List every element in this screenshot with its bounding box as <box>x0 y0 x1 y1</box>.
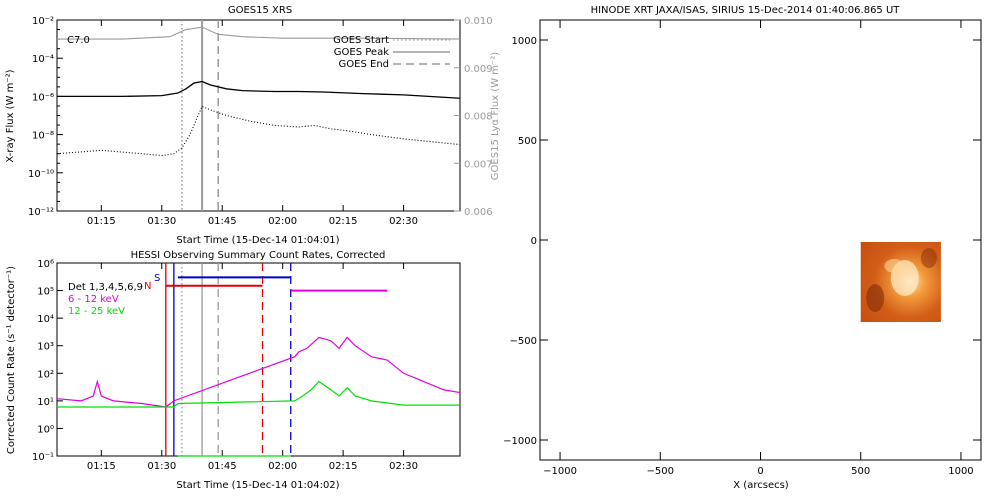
hessi-legend-6-12kev: 6 - 12 keV <box>68 294 119 305</box>
hessi-y-axis: 10⁻¹ 10⁰ 10¹ 10² 10³ 10⁴ 10⁵ 10⁶ <box>32 259 63 463</box>
goes-series-solid-black <box>57 80 461 99</box>
goes-y2-axis-label: GOES15 Lyα Flux (W m⁻²) <box>490 52 501 180</box>
hessi-x-tick-label: 02:00 <box>268 461 297 472</box>
xrt-y-tick-label: 500 <box>518 136 537 147</box>
hessi-x-tick-label: 02:30 <box>389 461 418 472</box>
xrt-x-tick-label: 0 <box>757 466 763 477</box>
xrt-panel: HINODE XRT JAXA/ISAS, SIRIUS 15-Dec-2014… <box>503 5 982 491</box>
hessi-y-tick-label: 10⁴ <box>37 314 54 325</box>
hessi-y-axis-label: Corrected Count Rate (s⁻¹ detector⁻¹) <box>6 266 17 454</box>
goes-y-axis: 10⁻¹² 10⁻¹⁰ 10⁻⁸ 10⁻⁶ 10⁻⁴ 10⁻² <box>28 16 63 218</box>
goes-legend: GOES Start GOES Peak GOES End <box>333 35 450 70</box>
hessi-y-tick-label: 10⁻¹ <box>32 452 54 463</box>
hessi-flag-n-label: N <box>144 281 151 292</box>
hessi-x-tick-label: 02:15 <box>329 461 358 472</box>
hessi-x-tick-label: 01:15 <box>87 461 116 472</box>
hessi-y-tick-label: 10⁵ <box>37 287 54 298</box>
hessi-x-tick-label: 01:30 <box>147 461 176 472</box>
goes-flare-class-annotation: C7.0 <box>67 35 90 46</box>
goes-x-axis-label: Start Time (15-Dec-14 01:04:01) <box>176 235 339 246</box>
xrt-bright-loop <box>884 259 905 273</box>
hessi-x-axis: 01:15 01:30 01:45 02:00 02:15 02:30 <box>87 263 418 472</box>
goes-legend-start-label: GOES Start <box>333 35 389 46</box>
goes-y-tick-label: 10⁻¹⁰ <box>28 169 54 180</box>
goes-series-group <box>56 26 461 157</box>
xrt-plot-frame <box>539 19 982 461</box>
xrt-title: HINODE XRT JAXA/ISAS, SIRIUS 15-Dec-2014… <box>591 5 901 16</box>
xrt-x-tick-label: 500 <box>851 466 870 477</box>
goes-x-tick-label: 02:15 <box>329 216 358 227</box>
goes-y2-axis: 0.006 0.007 0.008 0.009 0.010 <box>454 16 493 218</box>
hessi-y-tick-label: 10⁰ <box>37 424 54 435</box>
xrt-x-axis: −1000 −500 0 500 1000 <box>543 20 974 477</box>
goes-y2-tick-label: 0.010 <box>464 16 493 27</box>
goes-event-markers <box>181 20 219 211</box>
goes-y-axis-label: X-ray Flux (W m⁻²) <box>5 69 16 162</box>
goes-y2-tick-label: 0.006 <box>464 207 493 218</box>
xrt-solar-image <box>860 242 941 322</box>
hessi-panel: HESSI Observing Summary Count Rates, Cor… <box>6 250 461 491</box>
hessi-x-tick-label: 01:45 <box>208 461 237 472</box>
xrt-y-tick-label: −1000 <box>503 436 537 447</box>
xrt-x-tick-label: −500 <box>647 466 674 477</box>
goes-x-tick-label: 01:30 <box>147 216 176 227</box>
goes-x-tick-label: 02:00 <box>268 216 297 227</box>
hessi-legend-detectors: Det 1,3,4,5,6,9 <box>68 282 143 293</box>
hessi-legend-12-25kev: 12 - 25 keV <box>68 306 125 317</box>
goes-x-tick-label: 02:30 <box>389 216 418 227</box>
xrt-y-tick-label: 1000 <box>512 36 537 47</box>
goes-y2-tick-label: 0.009 <box>464 64 493 75</box>
hessi-x-axis-label: Start Time (15-Dec-14 01:04:02) <box>176 480 339 491</box>
goes-plot-frame <box>56 19 461 212</box>
xrt-y-tick-label: 0 <box>531 236 537 247</box>
hessi-y-tick-label: 10⁶ <box>37 259 54 270</box>
goes-legend-peak-label: GOES Peak <box>334 47 389 58</box>
hessi-attenuator-flags <box>165 276 388 292</box>
hessi-legend: Det 1,3,4,5,6,9 6 - 12 keV 12 - 25 keV <box>68 282 143 317</box>
goes-title: GOES15 XRS <box>228 5 292 16</box>
goes-x-tick-label: 01:15 <box>87 216 116 227</box>
hessi-y-tick-label: 10² <box>37 369 54 380</box>
goes-y-tick-label: 10⁻⁸ <box>32 131 54 142</box>
xrt-dark-region <box>866 284 885 312</box>
goes-series-dotted-black <box>56 105 461 157</box>
goes-y-tick-label: 10⁻¹² <box>28 207 54 218</box>
goes-y2-tick-label: 0.007 <box>464 159 493 170</box>
goes-y-tick-label: 10⁻² <box>32 16 54 27</box>
goes-legend-end-label: GOES End <box>339 59 389 70</box>
hessi-flag-s-label: S <box>154 273 160 284</box>
hessi-series-line <box>56 336 461 408</box>
xrt-dark-region <box>920 248 937 268</box>
goes-y2-tick-label: 0.008 <box>464 112 493 123</box>
hessi-y-tick-label: 10³ <box>37 342 54 353</box>
hessi-vertical-markers <box>165 263 292 456</box>
goes-y-tick-label: 10⁻⁴ <box>32 54 54 65</box>
goes-x-axis: 01:15 01:30 01:45 02:00 02:15 02:30 <box>87 20 418 227</box>
xrt-x-tick-label: 1000 <box>948 466 973 477</box>
hessi-series-line <box>57 380 460 408</box>
xrt-x-tick-label: −1000 <box>543 466 577 477</box>
xrt-x-axis-label: X (arcsecs) <box>733 480 789 491</box>
goes-x-tick-label: 01:45 <box>208 216 237 227</box>
xrt-y-tick-label: −500 <box>510 336 537 347</box>
goes-panel: GOES15 XRS 10⁻¹² 10⁻¹⁰ 10⁻⁸ 10⁻⁶ 10⁻⁴ 10⁻² 0.… <box>5 5 501 246</box>
goes-y-tick-label: 10⁻⁶ <box>32 92 54 103</box>
goes-series-solid-gray <box>57 26 461 40</box>
hessi-y-tick-label: 10¹ <box>37 397 54 408</box>
xrt-y-axis: −1000 −500 0 500 1000 <box>503 36 981 447</box>
hessi-title: HESSI Observing Summary Count Rates, Cor… <box>131 250 386 261</box>
hessi-series-group <box>56 336 461 457</box>
